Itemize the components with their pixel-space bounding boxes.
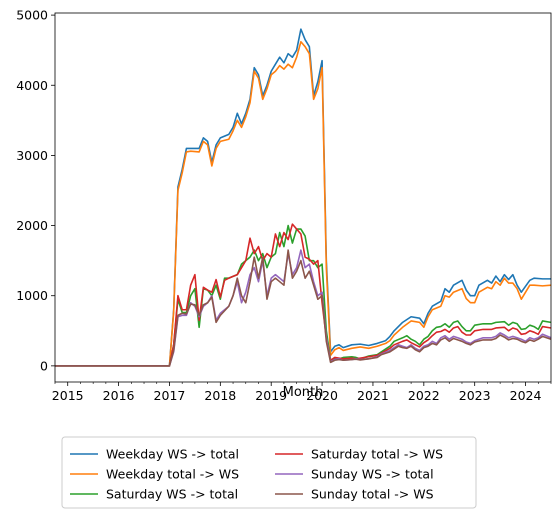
legend-label-3: Saturday WS -> total [106, 487, 238, 502]
legend: Weekday WS -> total Weekday total -> WS Sa… [61, 436, 477, 509]
y-tick-label: 3000 [16, 148, 48, 163]
series-line-1 [55, 28, 551, 367]
x-axis: 2015 2016 2017 2018 2019 2020 2021 2022 2023 2024 [52, 382, 552, 403]
x-axis-label: Month [283, 385, 324, 400]
plot-frame [54, 12, 552, 383]
x-tick-label: 2020 [306, 388, 338, 403]
y-tick-label: 1000 [16, 288, 48, 303]
legend-label-2: Weekday total -> WS [106, 467, 239, 482]
x-tick-label: 2023 [459, 388, 491, 403]
x-tick-label: 2024 [510, 388, 542, 403]
legend-label-4: Saturday total -> WS [311, 447, 443, 462]
legend-label-5: Sunday WS -> total [311, 467, 434, 482]
x-tick-label: 2017 [154, 388, 186, 403]
series-layer [55, 28, 552, 367]
y-tick-label: 4000 [16, 78, 48, 93]
series-line-6 [55, 249, 552, 367]
x-tick-label: 2018 [204, 388, 236, 403]
series-line-4 [55, 223, 552, 367]
y-tick-label: 2000 [16, 218, 48, 233]
legend-label-6: Sunday total -> WS [311, 487, 434, 502]
x-tick-label: 2015 [52, 388, 84, 403]
y-tick-label: 0 [40, 358, 48, 373]
legend-label-1: Weekday WS -> total [106, 447, 239, 462]
x-tick-label: 2021 [357, 388, 389, 403]
x-tick-label: 2016 [103, 388, 135, 403]
series-line-2 [55, 40, 552, 367]
y-axis: 0 1000 2000 3000 4000 5000 [16, 8, 55, 373]
x-tick-label: 2019 [255, 388, 287, 403]
y-tick-label: 5000 [16, 8, 48, 23]
x-tick-label: 2022 [408, 388, 440, 403]
legend-box [61, 436, 477, 509]
